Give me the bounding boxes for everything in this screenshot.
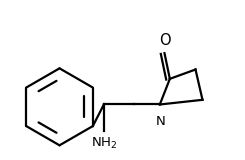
Text: O: O — [159, 33, 170, 48]
Text: N: N — [156, 115, 166, 128]
Text: NH$_2$: NH$_2$ — [91, 136, 117, 151]
